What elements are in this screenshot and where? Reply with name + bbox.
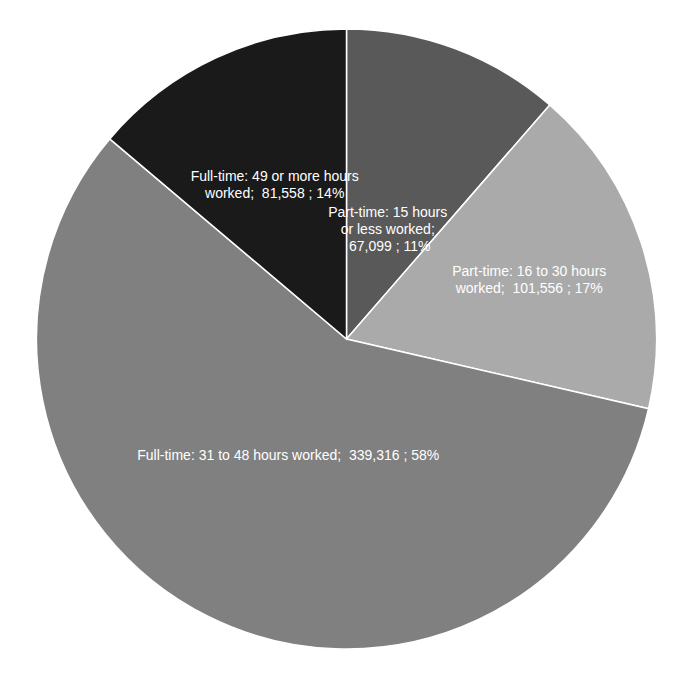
svg-text:Part-time: 16 to 30 hoursworke: Part-time: 16 to 30 hoursworked; 101,556… [452, 263, 606, 296]
svg-text:Full-time: 49 or more hourswor: Full-time: 49 or more hoursworked; 81,55… [191, 168, 359, 201]
svg-text:Part-time: 15 hoursor less wor: Part-time: 15 hoursor less worked; 67,09… [328, 204, 447, 254]
svg-text:Full-time: 31 to 48 hours work: Full-time: 31 to 48 hours worked; 339,31… [137, 447, 439, 463]
